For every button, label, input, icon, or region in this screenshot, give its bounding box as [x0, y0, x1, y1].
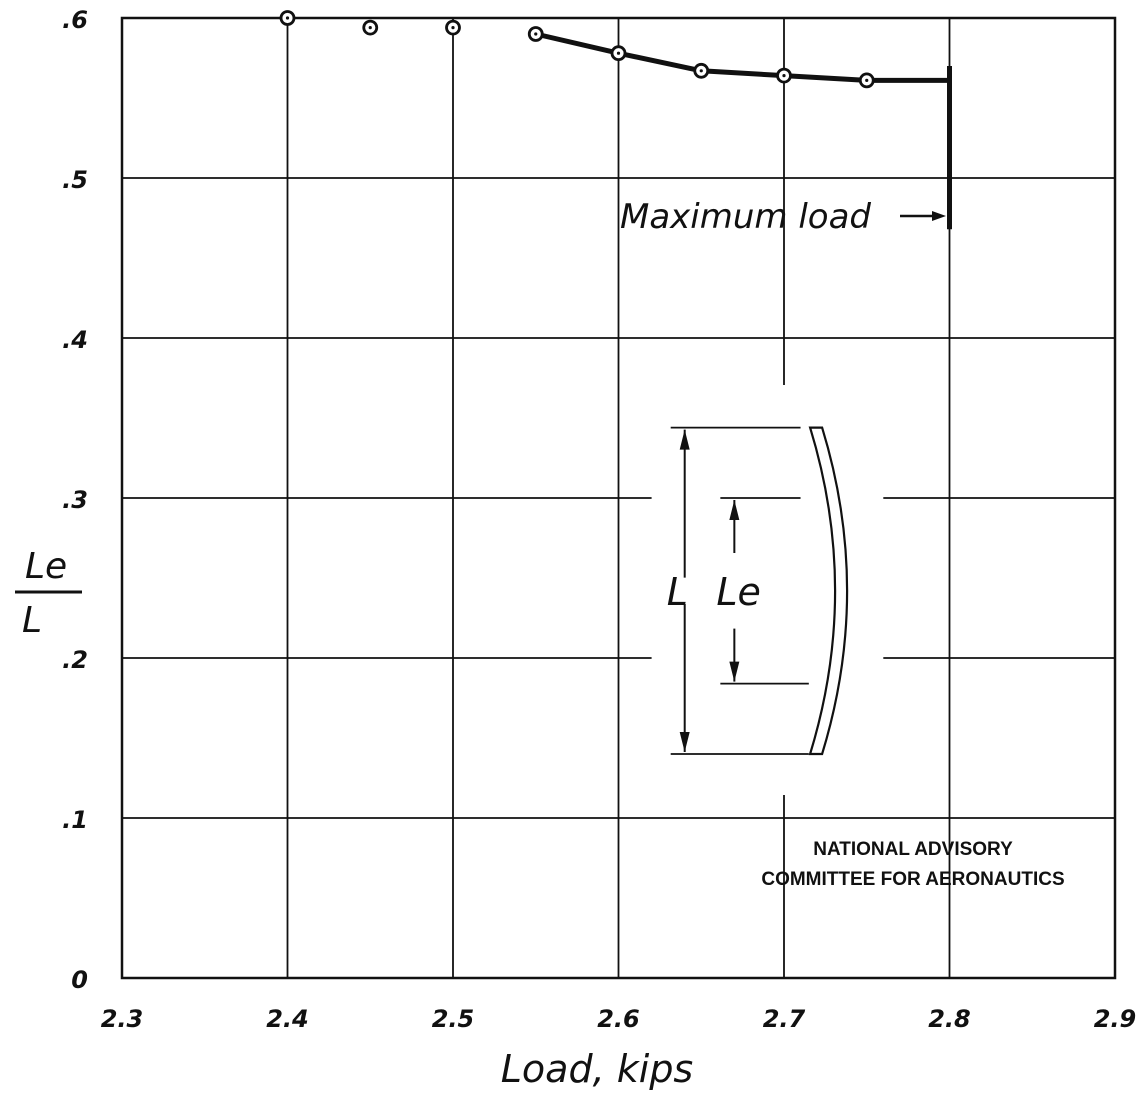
- x-axis-label: Load, kips: [501, 1047, 693, 1091]
- data-curve: [533, 31, 952, 83]
- x-tick-label: 2.5: [432, 1005, 475, 1033]
- grid: [122, 18, 1115, 978]
- plot-frame: [120, 16, 1117, 980]
- y-tick-label: .4: [62, 326, 88, 354]
- max-load-label: Maximum load: [620, 197, 871, 237]
- data-point-center: [285, 16, 290, 20]
- naca-stamp: NATIONAL ADVISORY COMMITTEE FOR AERONAUT…: [761, 839, 1064, 890]
- y-axis-label-denominator: L: [22, 600, 42, 641]
- max-load-arrow: [900, 211, 946, 221]
- buckling-inset-diagram: L Le: [667, 426, 849, 756]
- data-point-center: [699, 69, 703, 73]
- x-tick-label: 2.4: [266, 1005, 309, 1033]
- x-tick-label: 2.3: [101, 1005, 144, 1033]
- data-point-center: [616, 51, 621, 55]
- plot-border: [120, 16, 1117, 980]
- data-point-center: [865, 78, 869, 82]
- y-tick-label: .5: [62, 166, 88, 194]
- data-point-center: [782, 74, 786, 78]
- stamp-line-1: NATIONAL ADVISORY: [813, 839, 1013, 860]
- y-tick-label: .3: [62, 486, 88, 514]
- y-tick-labels: 0 .1 .2 .3 .4 .5 .6: [62, 6, 88, 994]
- data-point-center: [368, 26, 372, 30]
- y-axis-label-numerator: Le: [25, 546, 67, 587]
- x-tick-label: 2.8: [928, 1005, 971, 1033]
- inset-label-L: L: [667, 570, 688, 614]
- inset-arrow: [729, 500, 740, 520]
- buckled-column: [808, 426, 849, 756]
- y-tick-label: .6: [62, 6, 88, 34]
- y-tick-label: 0: [71, 966, 88, 994]
- x-tick-label: 2.6: [597, 1005, 640, 1033]
- x-tick-label: 2.9: [1094, 1005, 1137, 1033]
- x-tick-labels: 2.3 2.4 2.5 2.6 2.7 2.8 2.9: [101, 1005, 1137, 1033]
- data-point-center: [451, 26, 455, 30]
- inset-arrow: [679, 429, 690, 450]
- x-tick-label: 2.7: [763, 1005, 806, 1033]
- inset-arrow: [679, 732, 690, 752]
- inset-arrow: [729, 661, 740, 682]
- data-points: [279, 10, 875, 89]
- curve-line: [533, 31, 952, 83]
- y-axis-label: Le L: [15, 546, 82, 641]
- y-tick-label: .2: [62, 646, 88, 674]
- data-point-center: [534, 32, 538, 36]
- y-tick-label: .1: [62, 806, 88, 834]
- stamp-line-2: COMMITTEE FOR AERONAUTICS: [761, 869, 1064, 890]
- inset-label-Le: Le: [716, 570, 761, 614]
